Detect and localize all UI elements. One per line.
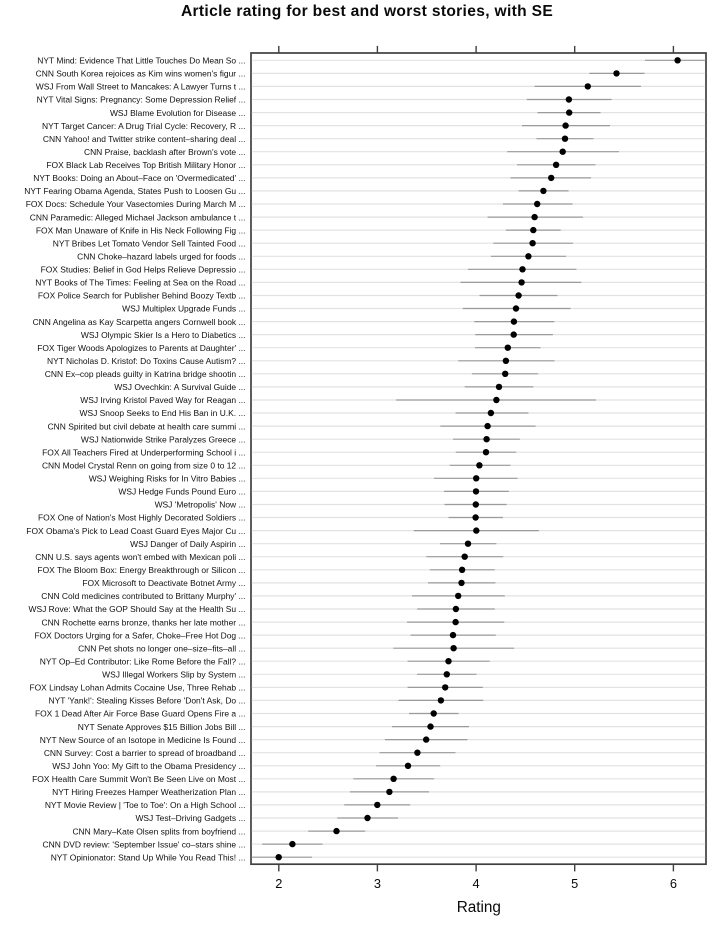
svg-text:NYT Mind: Evidence That Little: NYT Mind: Evidence That Little Touches D… (37, 56, 245, 66)
svg-text:4: 4 (473, 876, 480, 891)
svg-text:CNN South Korea rejoices as Ki: CNN South Korea rejoices as Kim wins wom… (36, 69, 246, 79)
svg-text:NYT Op–Ed Contributor: Like Ro: NYT Op–Ed Contributor: Like Rome Before … (40, 656, 246, 666)
svg-text:CNN Rochette earns bronze, tha: CNN Rochette earns bronze, thanks her la… (41, 617, 245, 627)
svg-text:CNN Ex–cop pleads guilty in Ka: CNN Ex–cop pleads guilty in Katrina brid… (45, 369, 246, 379)
svg-text:FOX All Teachers Fired at Unde: FOX All Teachers Fired at Underperformin… (42, 447, 245, 457)
svg-text:NYT New Source of an Isotope i: NYT New Source of an Isotope in Medicine… (40, 735, 246, 745)
svg-text:FOX Lindsay Lohan Admits Cocai: FOX Lindsay Lohan Admits Cocaine Use, Th… (29, 683, 245, 693)
svg-text:FOX 1 Dead After Air Force Bas: FOX 1 Dead After Air Force Base Guard Op… (35, 709, 246, 719)
svg-text:FOX Studies: Belief in God Hel: FOX Studies: Belief in God Helps Relieve… (41, 265, 246, 275)
svg-text:NYT Fearing Obama Agenda, Stat: NYT Fearing Obama Agenda, States Push to… (24, 186, 245, 196)
svg-text:WSJ Irving Kristol Paved Way f: WSJ Irving Kristol Paved Way for Reagan … (80, 395, 245, 405)
svg-text:WSJ John Yoo: My Gift to the O: WSJ John Yoo: My Gift to the Obama Presi… (52, 761, 245, 771)
svg-text:FOX Man Unaware of Knife in Hi: FOX Man Unaware of Knife in His Neck Fol… (36, 225, 246, 235)
svg-text:WSJ Multiplex Upgrade Funds .: WSJ Multiplex Upgrade Funds ... (122, 304, 245, 314)
svg-text:Rating: Rating (457, 899, 501, 916)
svg-text:FOX Docs: Schedule Your Vasect: FOX Docs: Schedule Your Vasectomies Duri… (26, 199, 246, 209)
svg-text:WSJ Rove: What the GOP Should: WSJ Rove: What the GOP Should Say at the… (29, 604, 246, 614)
svg-text:WSJ Danger of Daily Aspirin .: WSJ Danger of Daily Aspirin ... (130, 539, 245, 549)
svg-text:FOX Police Search for Publishe: FOX Police Search for Publisher Behind B… (38, 291, 246, 301)
svg-text:FOX Black Lab Receives Top Bri: FOX Black Lab Receives Top British Milit… (46, 160, 245, 170)
svg-text:WSJ Ovechkin: A Survival Guide: WSJ Ovechkin: A Survival Guide ... (114, 382, 245, 392)
svg-text:FOX Tiger Woods Apologizes to: FOX Tiger Woods Apologizes to Parents at… (37, 343, 245, 353)
svg-text:NYT Vital Signs: Pregnancy: So: NYT Vital Signs: Pregnancy: Some Depress… (37, 95, 246, 105)
svg-text:WSJ From Wall Street to Mancak: WSJ From Wall Street to Mancakes: A Lawy… (36, 82, 246, 92)
svg-text:CNN Spirited but civil debate: CNN Spirited but civil debate at health … (48, 421, 246, 431)
svg-text:CNN Model Crystal Renn on goin: CNN Model Crystal Renn on going from siz… (42, 461, 246, 471)
svg-text:CNN Choke–hazard labels urged: CNN Choke–hazard labels urged for foods … (77, 252, 245, 262)
svg-text:FOX Doctors Urging for a Safer: FOX Doctors Urging for a Safer, Choke–Fr… (34, 630, 245, 640)
svg-text:WSJ Olympic Skier Is a Hero to: WSJ Olympic Skier Is a Hero to Diabetics… (81, 330, 246, 340)
svg-text:CNN U.S. says agents won't emb: CNN U.S. says agents won't embed with Me… (35, 552, 245, 562)
svg-text:NYT Senate Approves $15 Billio: NYT Senate Approves $15 Billion Jobs Bil… (78, 722, 246, 732)
svg-text:NYT 'Yank!': Stealing Kisses B: NYT 'Yank!': Stealing Kisses Before 'Don… (49, 696, 246, 706)
svg-text:NYT Target Cancer: A Drug Tria: NYT Target Cancer: A Drug Trial Cycle: R… (42, 121, 246, 131)
svg-text:NYT Nicholas D. Kristof: Do To: NYT Nicholas D. Kristof: Do Toxins Cause… (47, 356, 246, 366)
svg-text:FOX Obama's Pick to Lead Coast: FOX Obama's Pick to Lead Coast Guard Eye… (26, 526, 245, 536)
svg-text:CNN Angelina as Kay Scarpetta: CNN Angelina as Kay Scarpetta angers Cor… (33, 317, 246, 327)
svg-text:CNN Yahoo! and Twitter strike: CNN Yahoo! and Twitter strike content–sh… (43, 134, 246, 144)
svg-text:CNN Cold medicines contributed: CNN Cold medicines contributed to Britta… (41, 591, 245, 601)
svg-text:CNN DVD review: 'September Iss: CNN DVD review: 'September Issue' co–sta… (43, 839, 246, 849)
svg-text:5: 5 (571, 876, 578, 891)
svg-text:WSJ Blame Evolution for Diseas: WSJ Blame Evolution for Disease ... (110, 108, 246, 118)
svg-text:FOX Microsoft to Deactivate Bo: FOX Microsoft to Deactivate Botnet Army … (82, 578, 245, 588)
svg-text:Article rating for best and wo: Article rating for best and worst storie… (181, 3, 553, 20)
svg-text:WSJ Weighing Risks for In Vitr: WSJ Weighing Risks for In Vitro Babies .… (89, 474, 246, 484)
svg-text:CNN Pet shots no longer one–si: CNN Pet shots no longer one–size–fits–al… (78, 643, 245, 653)
svg-text:3: 3 (374, 876, 381, 891)
svg-text:NYT Hiring Freezes Hamper Weat: NYT Hiring Freezes Hamper Weatherization… (52, 787, 245, 797)
svg-text:WSJ Illegal Workers Slip by Sy: WSJ Illegal Workers Slip by System ... (102, 670, 245, 680)
svg-text:NYT Books of The Times: Feelin: NYT Books of The Times: Feeling at Sea o… (35, 278, 245, 288)
svg-text:WSJ Hedge Funds Pound Euro ..: WSJ Hedge Funds Pound Euro ... (118, 487, 245, 497)
svg-text:FOX One of Nation's Most Highl: FOX One of Nation's Most Highly Decorate… (38, 513, 245, 523)
svg-text:CNN Paramedic: Alleged Michael: CNN Paramedic: Alleged Michael Jackson a… (30, 212, 246, 222)
svg-text:CNN Survey: Cost a barrier to: CNN Survey: Cost a barrier to spread of … (44, 748, 246, 758)
svg-text:NYT Books: Doing an About–Face: NYT Books: Doing an About–Face on 'Overm… (33, 173, 245, 183)
svg-text:6: 6 (670, 876, 677, 891)
svg-text:FOX The Bloom Box: Energy Brea: FOX The Bloom Box: Energy Breakthrough o… (37, 565, 245, 575)
svg-text:2: 2 (275, 876, 282, 891)
svg-text:NYT Opinionator: Stand Up Whil: NYT Opinionator: Stand Up While You Read… (51, 852, 246, 862)
svg-text:WSJ Test–Driving Gadgets ...: WSJ Test–Driving Gadgets ... (135, 813, 245, 823)
svg-text:WSJ 'Metropolis' Now ...: WSJ 'Metropolis' Now ... (155, 500, 246, 510)
svg-text:FOX Health Care Summit Won't B: FOX Health Care Summit Won't Be Seen Liv… (32, 774, 245, 784)
svg-text:CNN Praise, backlash after Bro: CNN Praise, backlash after Brown's vote … (84, 147, 246, 157)
svg-text:WSJ Snoop Seeks to End His Ban: WSJ Snoop Seeks to End His Ban in U.K. .… (79, 408, 245, 418)
svg-text:CNN Mary–Kate Olsen splits fro: CNN Mary–Kate Olsen splits from boyfrien… (72, 826, 245, 836)
svg-text:NYT Bribes Let Tomato Vendor S: NYT Bribes Let Tomato Vendor Sell Tainte… (53, 238, 246, 248)
svg-text:WSJ Nationwide Strike Paralyze: WSJ Nationwide Strike Paralyzes Greece .… (81, 434, 246, 444)
svg-text:NYT Movie Review | 'Toe to Toe: NYT Movie Review | 'Toe to Toe': On a Hi… (45, 800, 246, 810)
